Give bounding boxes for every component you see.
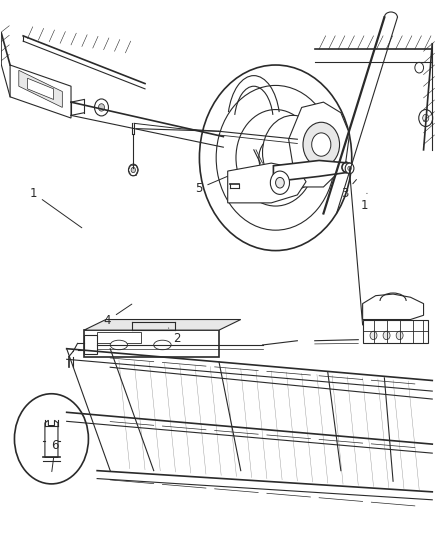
Circle shape [95, 99, 109, 116]
Polygon shape [363, 294, 424, 319]
Text: 1: 1 [360, 193, 368, 212]
Text: 1: 1 [30, 187, 82, 228]
Circle shape [415, 62, 424, 73]
Circle shape [345, 163, 354, 174]
Text: 4: 4 [104, 304, 132, 327]
Circle shape [270, 171, 290, 195]
Polygon shape [289, 102, 350, 187]
Circle shape [131, 167, 135, 173]
Text: 3: 3 [341, 180, 357, 200]
Circle shape [14, 394, 88, 484]
Ellipse shape [154, 340, 171, 350]
Text: 2: 2 [169, 328, 181, 344]
Polygon shape [19, 70, 62, 108]
Polygon shape [273, 160, 350, 182]
Polygon shape [363, 319, 428, 343]
Circle shape [216, 85, 335, 230]
Circle shape [419, 110, 433, 126]
Circle shape [259, 138, 292, 178]
Circle shape [268, 149, 283, 167]
Ellipse shape [110, 340, 127, 350]
Text: 6: 6 [51, 439, 59, 472]
Circle shape [383, 331, 390, 340]
Polygon shape [45, 420, 58, 457]
Polygon shape [28, 78, 53, 100]
Circle shape [348, 166, 351, 171]
Circle shape [370, 331, 377, 340]
Polygon shape [10, 65, 71, 118]
Circle shape [396, 331, 403, 340]
Circle shape [99, 104, 105, 111]
Polygon shape [84, 330, 219, 357]
Circle shape [276, 177, 284, 188]
Circle shape [423, 114, 429, 122]
Circle shape [262, 115, 323, 190]
Circle shape [199, 65, 352, 251]
Circle shape [128, 164, 138, 176]
Polygon shape [84, 319, 241, 330]
Circle shape [303, 122, 339, 167]
Circle shape [312, 133, 331, 156]
Polygon shape [84, 335, 97, 354]
Polygon shape [228, 163, 306, 203]
Text: 5: 5 [195, 176, 227, 195]
Circle shape [236, 110, 315, 206]
FancyBboxPatch shape [97, 332, 141, 343]
